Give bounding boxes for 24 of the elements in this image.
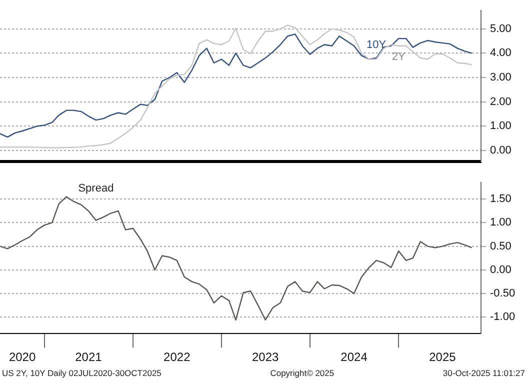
y-tick-label: 0.50	[490, 240, 512, 252]
x-tick-label: 2025	[429, 350, 456, 364]
y-tick-label: 1.00	[490, 120, 512, 132]
series-label: Spread	[78, 182, 114, 195]
x-tick-label: 2021	[75, 350, 102, 364]
series-label: 10Y	[366, 39, 387, 52]
y-tick-label: 5.00	[490, 22, 512, 35]
y-tick-label: 3.00	[490, 72, 512, 84]
y-tick-label: 4.00	[490, 47, 512, 60]
y-tick-label: 1.00	[490, 216, 512, 229]
text: 30-Oct-2025 11:01:27	[442, 368, 525, 378]
text: Copyright© 2025	[270, 368, 334, 378]
x-tick-label: 2023	[252, 350, 280, 364]
y-tick-label: 0.00	[490, 144, 512, 156]
y-tick-label: -1.00	[490, 311, 516, 324]
x-tick-label: 2022	[164, 350, 191, 364]
y-tick-label: -0.50	[490, 288, 516, 300]
y-tick-label: 1.50	[490, 193, 512, 206]
x-tick-label: 2024	[340, 350, 368, 364]
y-tick-label: 0.00	[490, 264, 512, 276]
text: US 2Y, 10Y Daily 02JUL2020-30OCT2025	[2, 368, 162, 378]
series-label: 2Y	[392, 50, 406, 63]
x-tick-label: 2020	[8, 350, 36, 364]
y-tick-label: 2.00	[490, 96, 512, 108]
